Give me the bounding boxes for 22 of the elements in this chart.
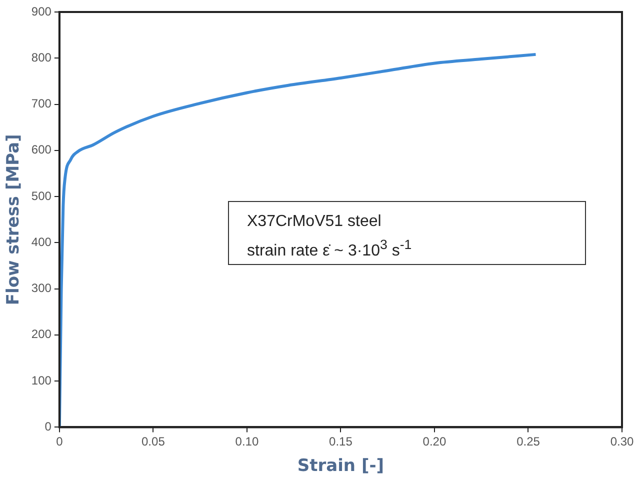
line-series (59, 52, 538, 428)
y-tick-label: 800 (31, 50, 52, 64)
y-tick-label: 700 (31, 96, 52, 111)
x-axis-title: Strain [-] (297, 456, 384, 476)
y-tick-label: 300 (31, 281, 52, 296)
y-axis-title: Flow stress [MPa] (4, 134, 24, 306)
y-tick-label: 200 (31, 327, 52, 342)
x-tick-label: 0.30 (610, 434, 634, 449)
y-tick-label: 0 (44, 420, 52, 434)
annotation: strain rate ε̇ ~ 3·10$^{3}$ s$^{-1}$ (247, 236, 413, 262)
x-tick-label: 0.25 (516, 434, 540, 449)
x-tick-label: 0.20 (422, 434, 446, 449)
y-tick-label: 500 (31, 188, 52, 203)
x-tick-label: 0.15 (329, 434, 353, 449)
y-tick-label: 600 (31, 142, 52, 157)
y-tick-label: 400 (31, 234, 52, 249)
x-tick-label: 0 (56, 434, 64, 449)
y-tick-label: 900 (31, 4, 52, 18)
x-tick-label: 0.10 (235, 434, 259, 449)
annotation: X37CrMoV51 steel (247, 212, 382, 232)
y-tick-label: 100 (31, 373, 52, 388)
x-tick-label: 0.05 (142, 434, 166, 449)
